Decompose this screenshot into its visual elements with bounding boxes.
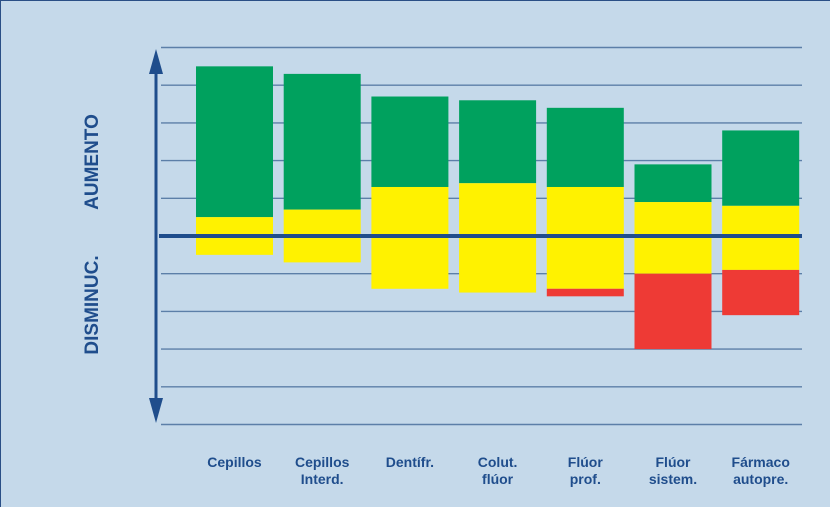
- up-arrow-icon: [149, 49, 163, 74]
- bar-segment-green: [459, 100, 537, 184]
- y-axis-labels: AUMENTO DISMINUC.: [82, 114, 103, 354]
- bar-segment-green: [371, 96, 449, 187]
- category-label: Fármaco autopre.: [732, 454, 790, 487]
- category-label: Flúor prof.: [568, 454, 604, 487]
- bar-segment-red: [634, 273, 712, 350]
- bar-segment-red: [546, 288, 624, 297]
- category-label: Colut. flúor: [478, 454, 518, 487]
- y-axis-label-up: AUMENTO: [82, 114, 103, 210]
- category-label: Cepillos: [207, 454, 262, 470]
- bar-segment-red: [722, 269, 800, 316]
- y-axis-label-down: DISMINUC.: [82, 255, 103, 354]
- bar-segment-green: [722, 130, 800, 206]
- bar-segment-green: [196, 66, 273, 218]
- axes: [149, 49, 802, 423]
- category-label: Dentífr.: [386, 454, 434, 470]
- category-label: Cepillos Interd.: [295, 454, 350, 487]
- category-labels: Cepillos Cepillos Interd. Dentífr. Colut. flú…: [207, 454, 790, 487]
- down-arrow-icon: [149, 398, 163, 423]
- bars: [196, 66, 800, 350]
- bar-segment-green: [546, 107, 624, 187]
- bar-segment-green: [634, 164, 712, 203]
- bar-segment-green: [283, 73, 361, 210]
- category-label: Flúor sistem.: [649, 454, 697, 487]
